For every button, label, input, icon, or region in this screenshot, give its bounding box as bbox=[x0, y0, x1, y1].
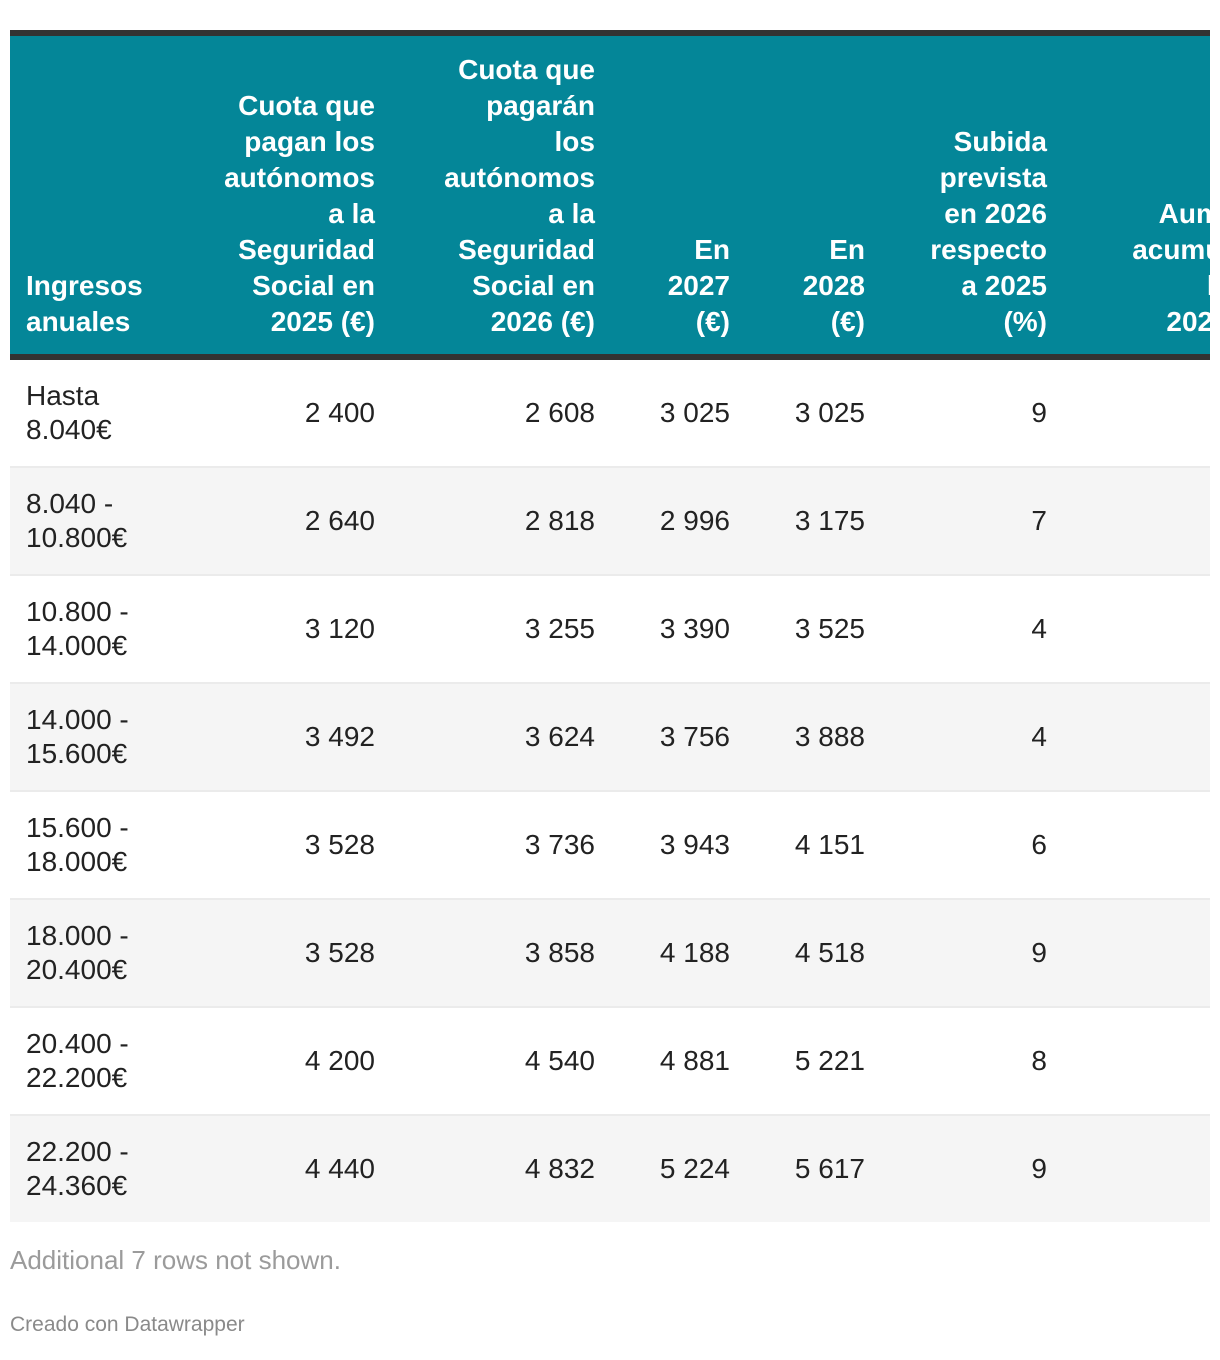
value-cell: 3 025 bbox=[794, 397, 865, 428]
column-header-subida-2026: Subida prevista en 2026 respecto a 2025 … bbox=[865, 30, 1047, 360]
table-row: 22.200 - 24.360€ 4 440 4 832 5 224 5 617… bbox=[10, 1114, 1210, 1222]
value-cell: 9 bbox=[865, 1114, 1047, 1222]
value-cell bbox=[1047, 1114, 1210, 1222]
value-cell: 4 881 bbox=[595, 1006, 730, 1115]
row-label-cell: 18.000 - 20.400€ bbox=[10, 898, 190, 1007]
value-cell bbox=[1047, 466, 1210, 575]
value-cell: 5 224 bbox=[595, 1114, 730, 1222]
column-header-cuota-2026: Cuota que pagarán los autónomos a la Seg… bbox=[375, 30, 595, 360]
datawrapper-table-page: Ingresos anuales Cuota que pagan los aut… bbox=[0, 30, 1220, 1360]
row-label-cell: 14.000 - 15.600€ bbox=[10, 682, 190, 791]
value-cell: 2 608 bbox=[524, 397, 595, 428]
value-cell: 3 390 bbox=[595, 574, 730, 683]
quota-table: Ingresos anuales Cuota que pagan los aut… bbox=[10, 30, 1210, 1222]
value-cell: 8 bbox=[865, 1006, 1047, 1115]
credit-text: Creado con Datawrapper bbox=[10, 1313, 245, 1336]
column-header-aumento-acumulado: Aumento acumulado hasta 2028 (%) bbox=[1047, 30, 1210, 360]
value-cell bbox=[1047, 574, 1210, 683]
row-label-cell: 22.200 - 24.360€ bbox=[10, 1114, 190, 1222]
value-cell bbox=[1047, 357, 1210, 467]
value-cell: 4 188 bbox=[595, 898, 730, 1007]
row-label-cell: Hasta 8.040€ bbox=[26, 380, 112, 445]
table-row: 18.000 - 20.400€ 3 528 3 858 4 188 4 518… bbox=[10, 898, 1210, 1007]
value-cell: 5 221 bbox=[730, 1006, 865, 1115]
value-cell: 5 617 bbox=[730, 1114, 865, 1222]
row-label-cell: 8.040 - 10.800€ bbox=[10, 466, 190, 575]
row-label-cell: 10.800 - 14.000€ bbox=[10, 574, 190, 683]
value-cell: 3 943 bbox=[595, 790, 730, 899]
value-cell: 3 120 bbox=[190, 574, 375, 683]
value-cell: 3 525 bbox=[730, 574, 865, 683]
value-cell: 3 888 bbox=[730, 682, 865, 791]
value-cell: 6 bbox=[865, 790, 1047, 899]
value-cell: 4 bbox=[865, 574, 1047, 683]
value-cell: 4 151 bbox=[730, 790, 865, 899]
value-cell: 3 528 bbox=[190, 790, 375, 899]
rows-note: Additional 7 rows not shown. bbox=[10, 1245, 341, 1275]
value-cell: 3 756 bbox=[595, 682, 730, 791]
column-header-ingresos-anuales: Ingresos anuales bbox=[10, 30, 190, 360]
value-cell: 7 bbox=[865, 466, 1047, 575]
value-cell: 2 818 bbox=[375, 466, 595, 575]
value-cell: 2 400 bbox=[304, 397, 375, 428]
value-cell: 3 528 bbox=[190, 898, 375, 1007]
value-cell: 9 bbox=[865, 898, 1047, 1007]
value-cell bbox=[1047, 898, 1210, 1007]
row-label-cell: 20.400 - 22.200€ bbox=[10, 1006, 190, 1115]
table-container: Ingresos anuales Cuota que pagan los aut… bbox=[10, 30, 1210, 1222]
value-cell: 4 200 bbox=[190, 1006, 375, 1115]
header-row: Ingresos anuales Cuota que pagan los aut… bbox=[10, 30, 1210, 360]
value-cell: 2 996 bbox=[595, 466, 730, 575]
value-cell: 3 255 bbox=[375, 574, 595, 683]
value-cell: 3 858 bbox=[375, 898, 595, 1007]
value-cell: 9 bbox=[1031, 397, 1047, 428]
value-cell: 3 736 bbox=[375, 790, 595, 899]
table-row: 14.000 - 15.600€ 3 492 3 624 3 756 3 888… bbox=[10, 682, 1210, 791]
column-header-2028: En 2028 (€) bbox=[730, 30, 865, 360]
value-cell: 3 025 bbox=[659, 397, 730, 428]
value-cell: 4 832 bbox=[375, 1114, 595, 1222]
table-row: 10.800 - 14.000€ 3 120 3 255 3 390 3 525… bbox=[10, 574, 1210, 683]
value-cell: 4 440 bbox=[190, 1114, 375, 1222]
value-cell: 3 624 bbox=[375, 682, 595, 791]
value-cell: 2 640 bbox=[190, 466, 375, 575]
row-label-cell: 15.600 - 18.000€ bbox=[10, 790, 190, 899]
value-cell: 4 540 bbox=[375, 1006, 595, 1115]
table-row: Hasta 8.040€ 2 400 2 608 3 025 3 025 9 bbox=[10, 357, 1210, 467]
value-cell bbox=[1047, 1006, 1210, 1115]
table-row: 20.400 - 22.200€ 4 200 4 540 4 881 5 221… bbox=[10, 1006, 1210, 1115]
value-cell bbox=[1047, 682, 1210, 791]
column-header-2027: En 2027 (€) bbox=[595, 30, 730, 360]
column-header-cuota-2025: Cuota que pagan los autónomos a la Segur… bbox=[190, 30, 375, 360]
value-cell: 4 bbox=[865, 682, 1047, 791]
value-cell bbox=[1047, 790, 1210, 899]
value-cell: 3 492 bbox=[190, 682, 375, 791]
value-cell: 3 175 bbox=[730, 466, 865, 575]
table-row: 8.040 - 10.800€ 2 640 2 818 2 996 3 175 … bbox=[10, 466, 1210, 575]
table-row: 15.600 - 18.000€ 3 528 3 736 3 943 4 151… bbox=[10, 790, 1210, 899]
value-cell: 4 518 bbox=[730, 898, 865, 1007]
